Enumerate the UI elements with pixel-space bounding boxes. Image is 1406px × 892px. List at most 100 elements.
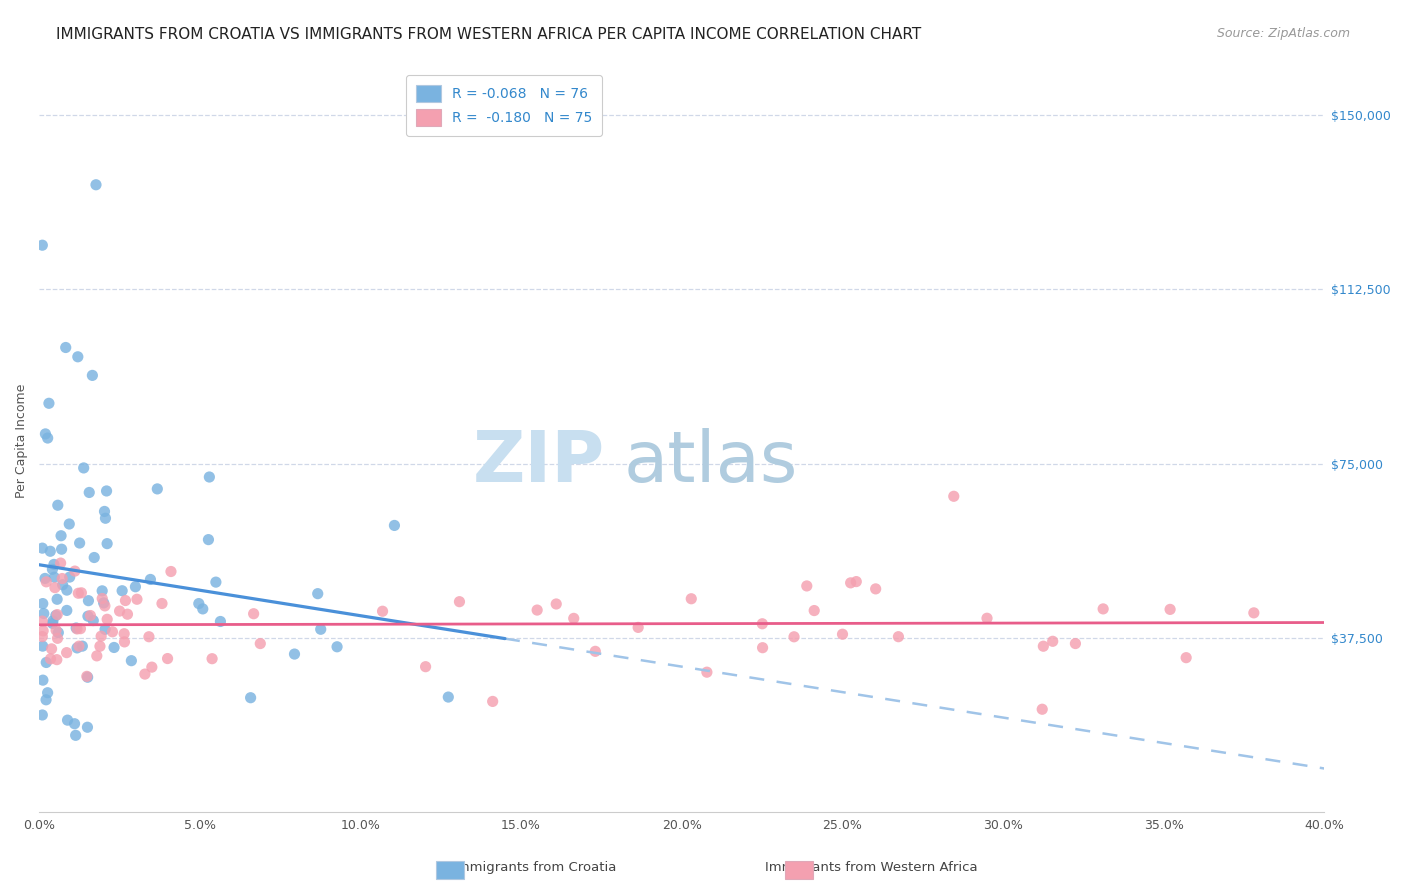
Point [101,624,124,639]
Point [138,630,160,644]
Point [449,595,471,609]
Point [93,504,115,518]
Point [696,665,718,680]
Point [44,570,66,584]
Point [283,647,305,661]
Point [307,587,329,601]
Point [31,597,53,611]
Point [34,426,56,441]
Point [1042,634,1064,648]
Point [39,544,62,558]
Point [93,596,115,610]
Point [35,656,58,670]
Point [150,597,173,611]
Point [37,686,59,700]
Point [209,615,232,629]
Point [77,609,100,624]
Point [31,614,53,628]
Point [90,629,112,643]
Point [31,630,53,644]
Point [117,607,139,622]
Point [77,593,100,607]
Point [46,592,69,607]
Point [94,599,117,613]
Point [94,623,117,637]
Point [35,693,58,707]
Point [141,660,163,674]
Point [89,640,111,654]
Point [72,639,94,653]
Point [35,574,58,589]
Point [38,396,60,410]
Point [96,483,118,498]
Point [326,640,349,654]
Point [76,669,98,683]
Point [1064,636,1087,650]
Point [437,690,460,704]
Point [103,640,125,655]
Point [31,541,53,556]
Point [31,639,53,653]
Point [37,431,59,445]
Point [32,624,55,638]
Point [249,636,271,650]
Point [42,614,65,628]
Point [156,651,179,665]
Point [51,542,73,557]
Text: IMMIGRANTS FROM CROATIA VS IMMIGRANTS FROM WESTERN AFRICA PER CAPITA INCOME CORR: IMMIGRANTS FROM CROATIA VS IMMIGRANTS FR… [56,27,921,42]
Point [239,690,262,705]
Point [796,579,818,593]
Point [65,621,87,635]
Point [751,640,773,655]
Point [583,644,606,658]
Point [803,603,825,617]
Point [31,238,53,252]
Point [124,580,146,594]
Point [976,611,998,625]
Point [91,583,114,598]
Point [139,573,162,587]
Point [198,470,221,484]
Point [69,622,91,636]
Text: ZIP: ZIP [472,428,605,498]
Text: atlas: atlas [624,428,799,498]
Point [46,632,69,646]
Point [865,582,887,596]
Y-axis label: Per Capita Income: Per Capita Income [15,384,28,498]
Point [67,639,90,653]
Legend: R = -0.068   N = 76, R =  -0.180   N = 75: R = -0.068 N = 76, R = -0.180 N = 75 [406,76,602,136]
Point [205,575,228,590]
Point [112,626,135,640]
Point [384,518,406,533]
Point [831,627,853,641]
Point [32,607,55,621]
Point [201,651,224,665]
Point [111,583,134,598]
Point [125,592,148,607]
Point [67,586,90,600]
Point [77,485,100,500]
Point [86,648,108,663]
Point [56,583,79,598]
Point [56,713,79,727]
Point [41,641,63,656]
Point [681,591,703,606]
Point [46,607,69,622]
Point [562,611,585,625]
Point [70,586,93,600]
Point [91,591,114,606]
Point [46,498,69,512]
Point [55,341,77,355]
Point [31,708,53,723]
Point [32,673,55,688]
Point [52,578,75,592]
Point [34,571,56,585]
Point [66,622,89,636]
Point [1243,606,1265,620]
Point [845,574,868,589]
Point [45,608,67,623]
Point [94,511,117,525]
Point [41,616,63,631]
Text: Source: ZipAtlas.com: Source: ZipAtlas.com [1216,27,1350,40]
Point [191,602,214,616]
